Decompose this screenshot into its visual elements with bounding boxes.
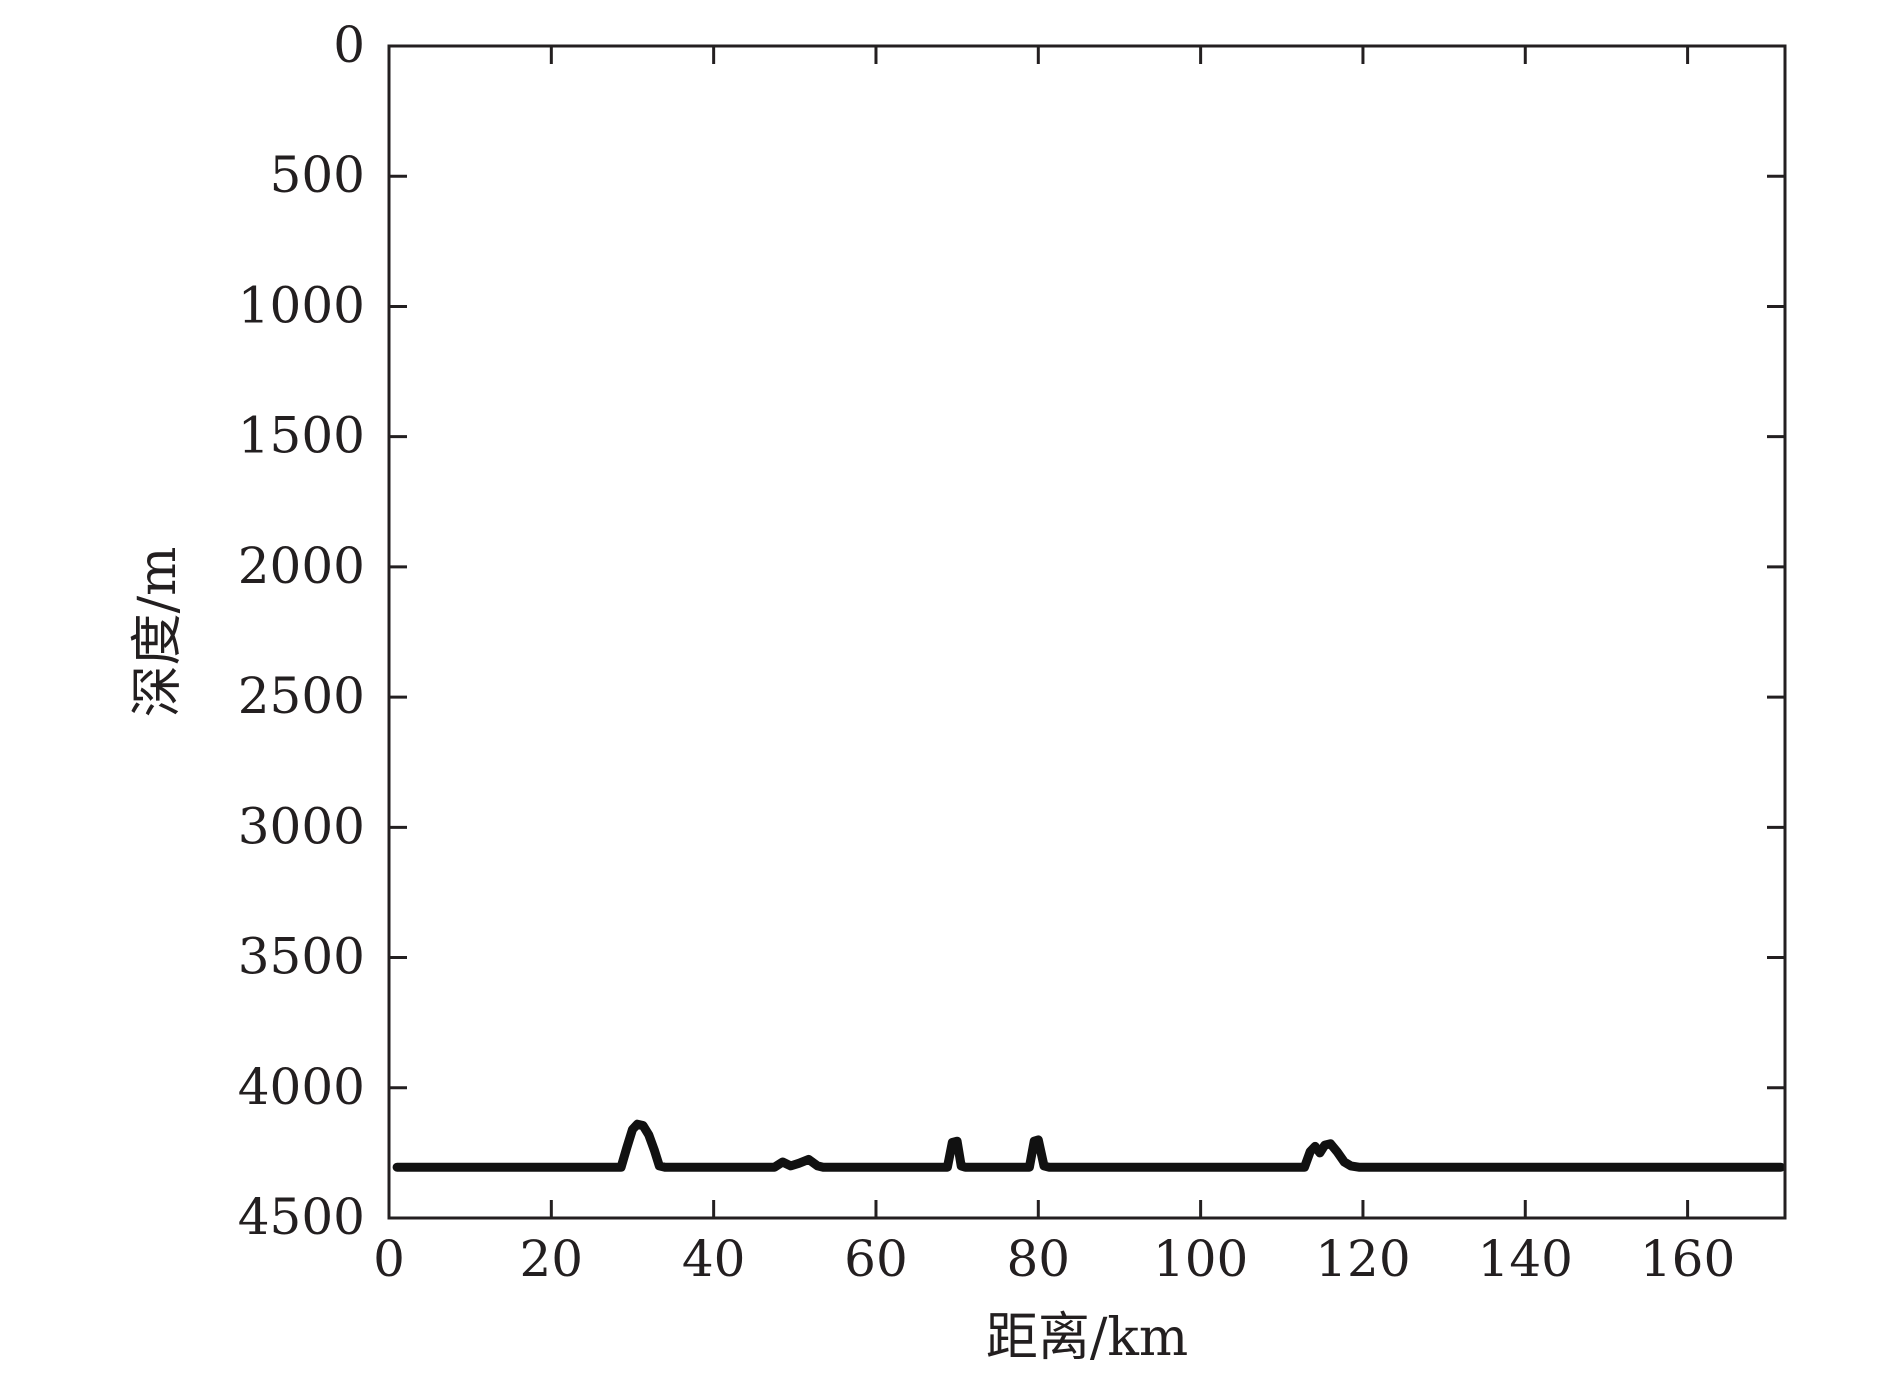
y-tick-label-2500: 2500: [238, 667, 365, 725]
y-tick-label-1000: 1000: [238, 276, 365, 334]
x-tick-label-160: 160: [1640, 1230, 1735, 1288]
y-tick-label-3000: 3000: [238, 797, 365, 855]
y-tick-label-0: 0: [333, 16, 365, 74]
series-line-seafloor: [392, 1119, 1786, 1172]
x-tick-label-40: 40: [682, 1230, 746, 1288]
x-tick-label-0: 0: [373, 1230, 405, 1288]
y-tick-label-4000: 4000: [238, 1058, 365, 1116]
x-tick-label-140: 140: [1478, 1230, 1573, 1288]
x-tick-label-100: 100: [1153, 1230, 1248, 1288]
y-tick-label-4500: 4500: [238, 1188, 365, 1246]
y-tick-label-2000: 2000: [238, 537, 365, 595]
x-axis-label: 距离/km: [986, 1308, 1188, 1368]
y-tick-label-500: 500: [270, 146, 365, 204]
x-tick-label-20: 20: [520, 1230, 584, 1288]
x-axis-ticks: 0 20 40 60 80 100 120 140 160: [373, 46, 1735, 1288]
y-tick-label-3500: 3500: [238, 928, 365, 986]
x-tick-label-60: 60: [844, 1230, 908, 1288]
y-axis-ticks: 0 500 1000 1500 2000 2500 3000 3500 4000 4500: [238, 16, 1785, 1246]
x-tick-label-120: 120: [1315, 1230, 1410, 1288]
x-tick-label-80: 80: [1006, 1230, 1070, 1288]
y-axis-label: 深度/m: [128, 547, 188, 718]
plot-frame: [387, 44, 1787, 1220]
y-tick-label-1500: 1500: [238, 407, 365, 465]
